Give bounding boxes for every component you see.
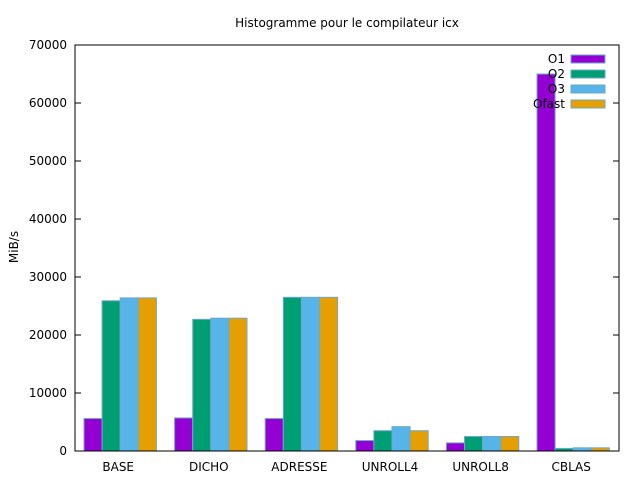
plot-frame	[74, 44, 620, 452]
bar-unroll4-ofast	[409, 430, 429, 452]
legend-swatch-o3	[570, 84, 606, 94]
chart-title: Histogramme pour le compilateur icx	[235, 16, 459, 30]
bar-cblas-o1	[536, 73, 556, 452]
x-tick-label: ADRESSE	[271, 460, 327, 474]
x-tick-label: CBLAS	[551, 460, 590, 474]
y-axis: 0 10000 20000 30000 40000 50000 60000 70000	[29, 38, 619, 458]
bar-base-o3	[119, 297, 139, 452]
legend-label: O3	[548, 82, 565, 96]
x-axis: BASE DICHO ADRESSE UNROLL4 UNROLL8 CBLAS	[102, 460, 591, 474]
legend-swatch-ofast	[570, 99, 606, 109]
bar-dicho-o3	[210, 317, 230, 452]
legend-label: O1	[548, 52, 565, 66]
bar-adresse-o3	[300, 296, 320, 452]
y-tick-label: 20000	[29, 328, 67, 342]
bar-adresse-ofast	[319, 296, 339, 452]
bar-base-o2	[101, 300, 121, 452]
bar-unroll4-o3	[391, 426, 411, 452]
bars-layer	[83, 73, 610, 452]
bar-base-ofast	[137, 297, 157, 452]
x-tick-label: DICHO	[189, 460, 229, 474]
bar-adresse-o1	[264, 418, 284, 452]
bar-base-o1	[83, 418, 103, 452]
bar-unroll8-o1	[445, 442, 465, 452]
bar-unroll8-o2	[464, 436, 484, 452]
x-tick-label: UNROLL4	[362, 460, 419, 474]
bar-unroll8-o3	[482, 436, 502, 452]
y-tick-label: 40000	[29, 212, 67, 226]
legend-label: O2	[548, 67, 565, 81]
bar-unroll4-o2	[373, 430, 393, 452]
y-tick-label: 60000	[29, 96, 67, 110]
bar-unroll8-ofast	[500, 436, 520, 452]
legend-swatch-o1	[570, 54, 606, 64]
bar-dicho-ofast	[228, 317, 248, 452]
x-tick-label: BASE	[102, 460, 134, 474]
y-tick-label: 30000	[29, 270, 67, 284]
y-tick-label: 10000	[29, 386, 67, 400]
bar-adresse-o2	[282, 296, 302, 452]
legend-swatch-o2	[570, 69, 606, 79]
legend-label: Ofast	[533, 97, 565, 111]
y-tick-label: 70000	[29, 38, 67, 52]
bar-unroll4-o1	[355, 440, 375, 452]
y-axis-label: MiB/s	[7, 231, 21, 263]
bar-dicho-o1	[174, 417, 194, 452]
x-tick-label: UNROLL8	[452, 460, 509, 474]
bar-dicho-o2	[192, 318, 212, 452]
y-tick-label: 0	[59, 444, 67, 458]
y-tick-label: 50000	[29, 154, 67, 168]
